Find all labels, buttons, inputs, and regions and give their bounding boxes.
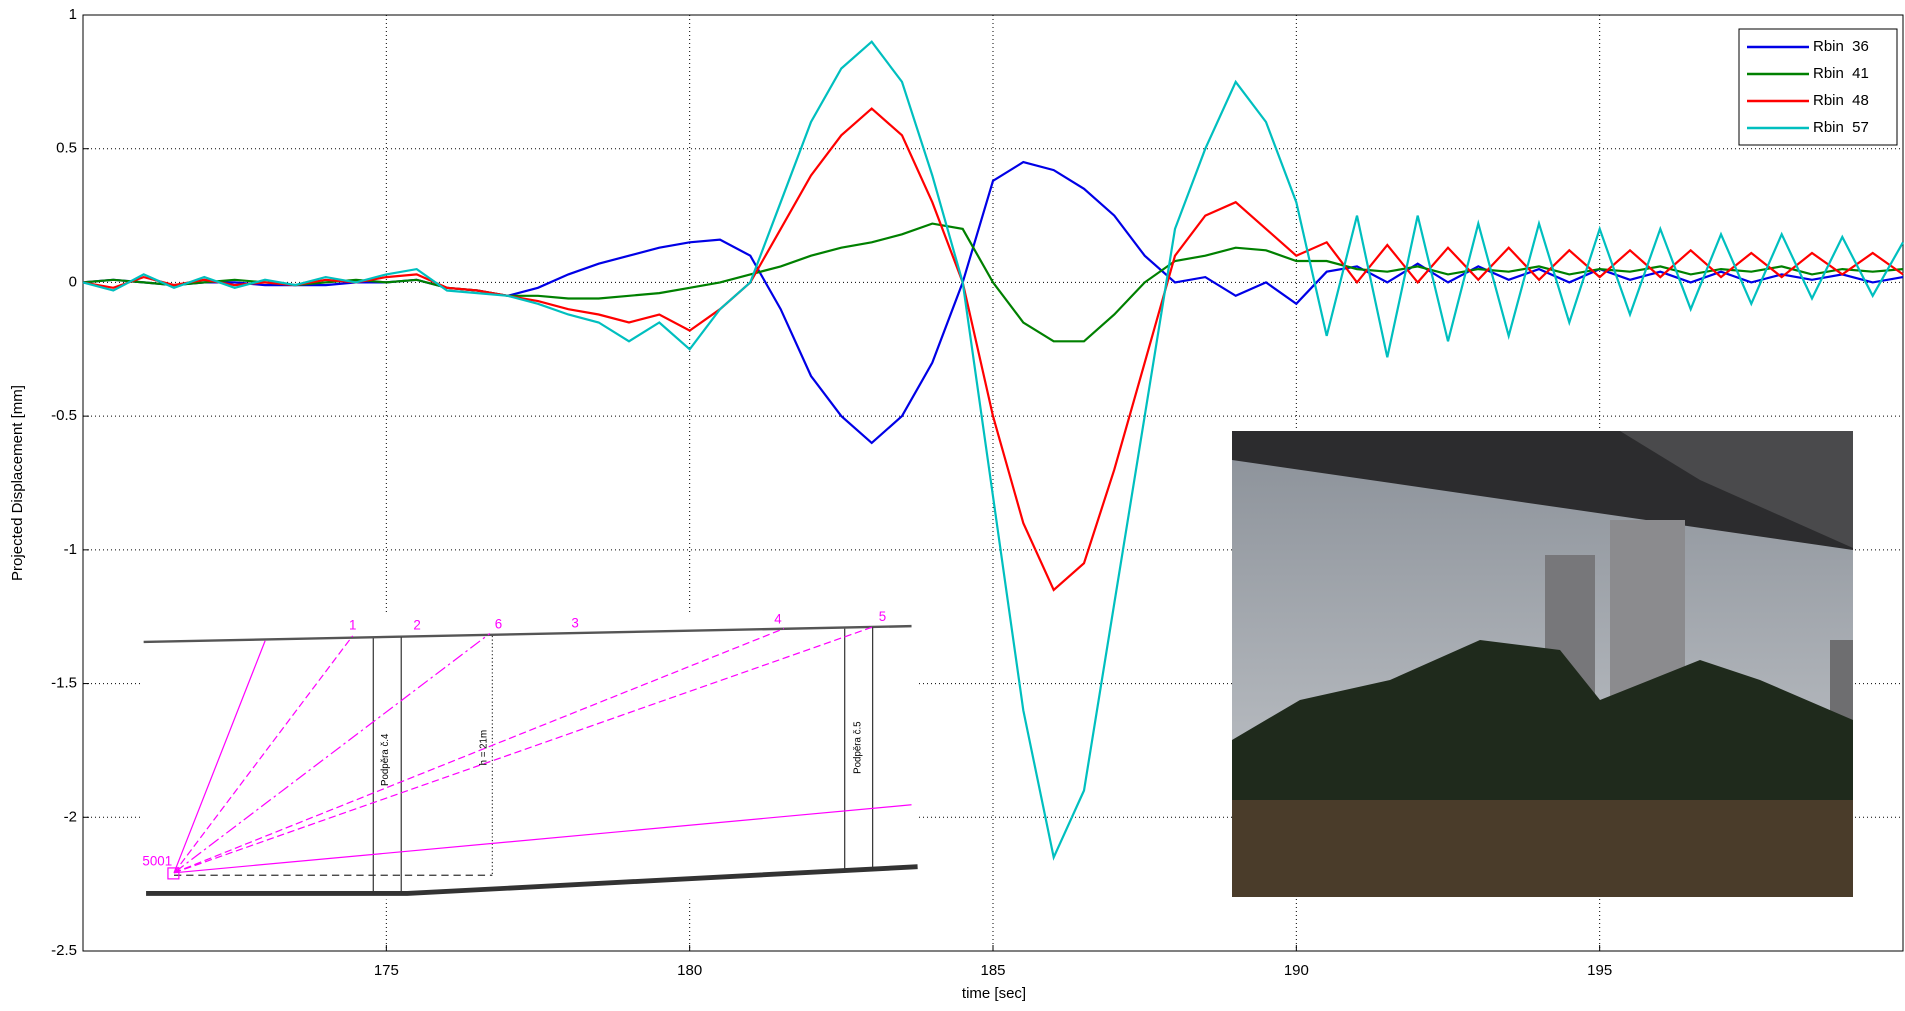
y-tick-label: -1 [64, 541, 77, 558]
y-tick-label: -0.5 [51, 407, 77, 424]
y-tick-label: -1.5 [51, 675, 77, 692]
legend-label: Rbin 41 [1813, 65, 1869, 82]
series-line [82, 160, 1904, 445]
x-tick-label: 180 [677, 962, 702, 979]
x-tick-label: 175 [374, 962, 399, 979]
x-tick-label: 190 [1284, 962, 1309, 979]
height-label: h = 21m [478, 730, 489, 765]
series-line [82, 222, 1904, 343]
diagram-inset: 1 2 6 3 4 5 5001 Podpěra č.4 Podpěra č.5… [140, 609, 918, 900]
point-label: 3 [571, 615, 578, 630]
y-tick-label: -2 [64, 808, 77, 825]
point-label: 4 [774, 612, 782, 627]
point-label: 5 [879, 609, 886, 624]
y-tick-label: -2.5 [51, 942, 77, 959]
station-label: 5001 [142, 853, 172, 868]
ground-line [146, 864, 918, 896]
legend: Rbin 36 Rbin 41 Rbin 48 Rbin 57 [1738, 28, 1898, 146]
sight-lines [167, 625, 912, 880]
y-tick-label: 1 [69, 6, 77, 23]
diagram-background [140, 614, 918, 900]
legend-label: Rbin 36 [1813, 38, 1869, 55]
x-tick-label: 195 [1587, 962, 1612, 979]
x-tick-label: 185 [980, 962, 1005, 979]
series-line [82, 107, 1904, 592]
pier-label: Podpěra č.5 [853, 721, 864, 773]
legend-box [1738, 28, 1898, 146]
y-axis-label: Projected Displacement [mm] [9, 385, 26, 581]
point-label: 2 [413, 618, 420, 633]
point-label: 1 [349, 618, 356, 633]
plot-frame [82, 14, 1904, 952]
x-axis-label: time [sec] [962, 985, 1026, 1002]
legend-label: Rbin 48 [1813, 92, 1869, 109]
series-line [82, 40, 1904, 861]
point-label: 6 [495, 616, 502, 631]
y-tick-label: 0 [69, 273, 77, 290]
legend-label: Rbin 57 [1813, 119, 1869, 136]
y-tick-label: 0.5 [56, 140, 77, 157]
pier-label: Podpěra č.4 [380, 733, 391, 786]
photo-inset [1232, 431, 1853, 897]
